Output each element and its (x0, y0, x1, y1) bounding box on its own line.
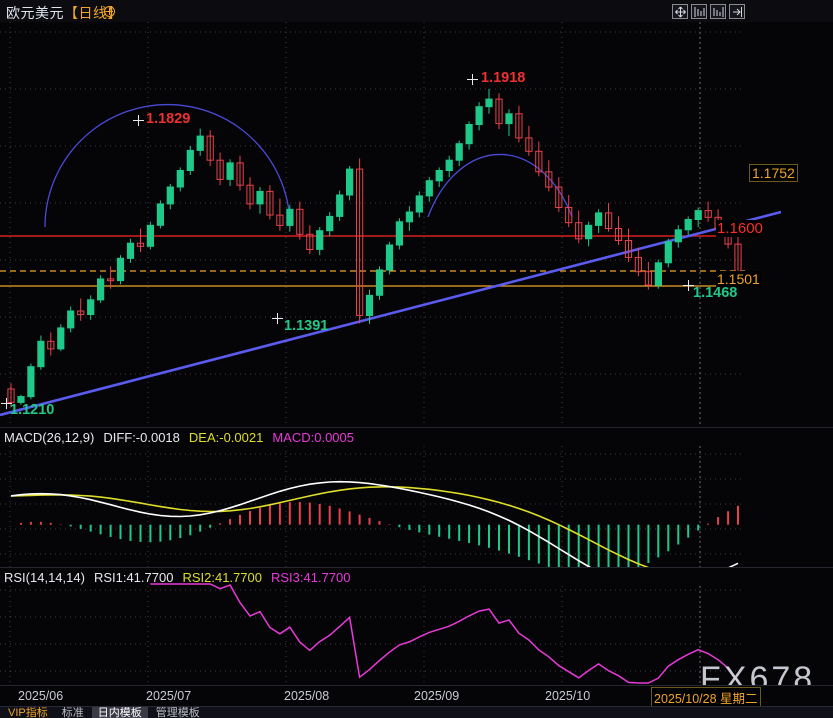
candlestick-series (7, 88, 742, 407)
last-price-tag: 1.1600 (716, 220, 764, 237)
marker-low-1 (1, 398, 12, 409)
rsi1-value: RSI1:41.7700 (93, 570, 174, 585)
annotation-low-3: 1.1468 (693, 285, 738, 301)
tab-vip-indicators[interactable]: VIP指标 (8, 706, 48, 718)
price-plot (0, 22, 833, 428)
marker-high-2 (467, 74, 478, 85)
macd-header: MACD(26,12,9) DIFF:-0.0018 DEA:-0.0021 MACD… (4, 430, 363, 445)
macd-hist-value: MACD:0.0005 (272, 430, 354, 445)
rsi3-value: RSI3:41.7700 (270, 570, 351, 585)
shift-right-icon[interactable] (729, 4, 745, 19)
price-chart-panel[interactable]: 1.2003 1.1882 1.1761 1.1639 1.1518 1.139… (0, 22, 833, 428)
annotation-high-2: 1.1918 (481, 70, 526, 86)
arc-left (44, 103, 291, 228)
panel-divider-2 (0, 567, 833, 568)
time-tick: 2025/08 (284, 689, 330, 703)
arc-right (427, 153, 573, 218)
annotation-high-1: 1.1829 (146, 111, 191, 127)
rsi2-value: RSI2:41.7700 (182, 570, 262, 585)
crosshair-circle-icon[interactable] (104, 6, 115, 17)
marker-high-1 (133, 115, 144, 126)
rsi-panel[interactable]: RSI(14,14,14) RSI1:41.7700 RSI2:41.7700 RSI… (0, 568, 833, 685)
macd-dea-value: DEA:-0.0021 (188, 430, 264, 445)
time-axis: 2025/06 2025/07 2025/08 2025/09 2025/10 … (0, 685, 833, 708)
tab-standard[interactable]: 标准 (61, 706, 84, 718)
uptrend-line (0, 210, 782, 417)
macd-panel[interactable]: MACD(26,12,9) DIFF:-0.0018 DEA:-0.0021 MACD… (0, 428, 833, 568)
macd-axis: 0.0112 0.0073 0.0034 -0.0004 -0.0043 (745, 428, 833, 568)
time-tick: 2025/07 (146, 689, 192, 703)
tab-manage-template[interactable]: 管理模板 (155, 706, 200, 718)
template-tab-bar[interactable]: VIP指标 标准 日内模板 管理模板 (0, 706, 833, 718)
time-tick: 2025/10 (545, 689, 591, 703)
crosshair-time-tag: 2025/10/28 星期二 (651, 687, 761, 708)
chart-tool-buttons (672, 4, 745, 19)
rsi-plot (0, 568, 833, 685)
move-crosshair-icon[interactable] (672, 4, 688, 19)
macd-diff-value: DIFF:-0.0018 (103, 430, 180, 445)
panel-divider-1 (0, 427, 833, 428)
rsi-title: RSI(14,14,14) (4, 570, 85, 585)
macd-diff-line (10, 480, 739, 568)
time-tick: 2025/09 (414, 689, 460, 703)
rsi-line (150, 583, 739, 684)
rsi-header: RSI(14,14,14) RSI1:41.7700 RSI2:41.7700 RSI… (4, 570, 359, 585)
crosshair-price-tag: 1.1752 (749, 164, 798, 182)
annotation-low-2: 1.1391 (284, 318, 329, 334)
symbol-name: 欧元美元 (6, 5, 64, 21)
title-bar: 欧元美元【日线】 (0, 0, 833, 22)
macd-title: MACD(26,12,9) (4, 430, 95, 445)
support-price-tag: 1.1501 (716, 271, 761, 287)
annotation-low-1: 1.1210 (10, 402, 55, 418)
rsi-axis: 75.0823 64.4632 53.8441 43.2250 (745, 568, 833, 685)
macd-dea-line (10, 485, 653, 568)
marker-low-2 (272, 313, 283, 324)
marker-low-3 (683, 280, 694, 291)
macd-plot (0, 428, 833, 568)
align-left-icon[interactable] (691, 4, 707, 19)
align-right-icon[interactable] (710, 4, 726, 19)
tab-intraday-template[interactable]: 日内模板 (91, 707, 148, 718)
time-tick: 2025/06 (18, 689, 64, 703)
